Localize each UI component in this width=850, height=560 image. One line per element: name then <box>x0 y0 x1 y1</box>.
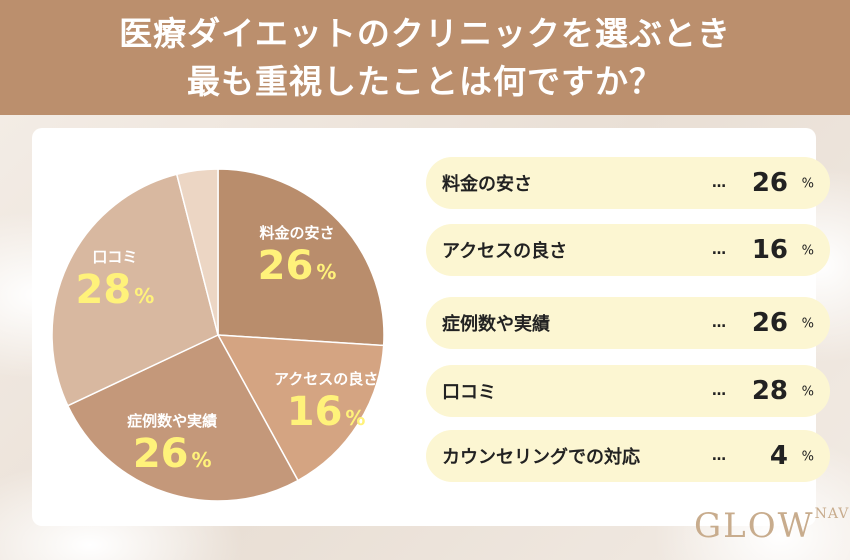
legend-item-unit: % <box>801 449 814 465</box>
legend-item-label: 料金の安さ <box>442 174 532 195</box>
legend-item: カウンセリングでの対応 … 4% <box>426 430 830 482</box>
slice-data-label: アクセスの良さ 16% <box>274 369 378 441</box>
slice-percent-unit: % <box>134 284 155 309</box>
slice-label-percent: 26% <box>258 243 337 295</box>
pie-slice <box>51 173 219 407</box>
legend-leader-dots: … <box>712 448 727 464</box>
slice-percent-unit: % <box>191 447 212 472</box>
title-line-2: 最も重視したことは何ですか？ <box>187 61 663 101</box>
slice-label-name: 口コミ <box>92 248 138 267</box>
logo-small-text: NAVI <box>814 506 850 522</box>
legend-leader-dots: … <box>712 383 727 399</box>
pie-slice <box>175 168 219 336</box>
legend-item: 料金の安さ … 26% <box>426 157 830 209</box>
legend-item: 口コミ … 28% <box>426 365 830 417</box>
legend-leader-dots: … <box>712 242 727 258</box>
slice-label-name: 症例数や実績 <box>127 411 218 430</box>
legend-leader-dots: … <box>712 315 727 331</box>
title-line-1: 医療ダイエットのクリニックを選ぶとき <box>119 13 731 53</box>
legend-item-label: アクセスの良さ <box>442 241 568 262</box>
slice-label-name: 料金の安さ <box>259 223 335 242</box>
legend-item-value: 16 <box>751 235 788 265</box>
slice-percent-value: 26 <box>132 430 189 477</box>
legend-item-value: 26 <box>751 168 788 198</box>
legend-item-label: 症例数や実績 <box>442 314 550 335</box>
pie-chart <box>51 168 385 502</box>
legend-item-unit: % <box>801 176 814 192</box>
slice-percent-unit: % <box>345 406 366 431</box>
title-banner: 医療ダイエットのクリニックを選ぶとき 最も重視したことは何ですか？ <box>0 0 850 115</box>
chart-panel: 料金の安さ 26% アクセスの良さ 16% 症例数や実績 26% 口コミ 28% 料金の安さ…… <box>32 128 830 526</box>
pie-slice <box>216 334 385 482</box>
slice-percent-unit: % <box>316 259 337 284</box>
legend-item-unit: % <box>801 316 814 332</box>
slice-data-label: 症例数や実績 26% <box>127 411 217 483</box>
slice-label-percent: 16% <box>274 389 378 441</box>
pie-slice <box>66 334 299 502</box>
slice-data-label: 口コミ 28% <box>76 247 155 319</box>
slice-percent-value: 26 <box>257 242 314 289</box>
slice-label-percent: 26% <box>127 431 217 483</box>
logo-main-text: GLOW <box>694 506 815 546</box>
legend-item: 症例数や実績 … 26% <box>426 297 830 349</box>
slice-label-name: アクセスの良さ <box>273 370 379 389</box>
slice-label-percent: 28% <box>76 267 155 319</box>
glow-navi-logo: GLOWNAVI <box>694 506 850 546</box>
legend-item: アクセスの良さ … 16% <box>426 224 830 276</box>
legend-leader-dots: … <box>712 175 727 191</box>
legend-item-value: 26 <box>751 308 788 338</box>
pie-slice <box>217 168 385 347</box>
slice-percent-value: 16 <box>286 389 343 436</box>
slice-data-label: 料金の安さ 26% <box>258 223 337 295</box>
legend-item-label: 口コミ <box>442 382 496 403</box>
legend-item-value: 28 <box>751 376 788 406</box>
legend-item-unit: % <box>801 384 814 400</box>
slice-percent-value: 28 <box>75 267 132 314</box>
legend-item-unit: % <box>801 243 814 259</box>
legend-item-value: 4 <box>769 441 788 471</box>
legend-item-label: カウンセリングでの対応 <box>442 447 640 468</box>
